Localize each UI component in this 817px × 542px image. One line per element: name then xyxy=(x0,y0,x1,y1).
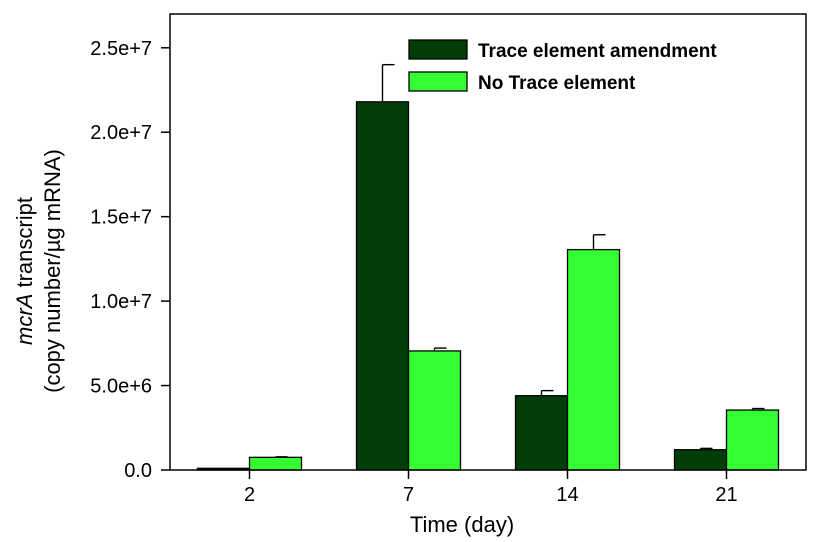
legend-label: No Trace element xyxy=(478,73,636,94)
bar xyxy=(355,101,410,471)
y-axis-title-line2: (copy number/µg mRNA) xyxy=(40,149,65,393)
legend: Trace element amendment No Trace element xyxy=(408,39,717,94)
bar xyxy=(566,248,621,471)
y-axis-title-italic: mcrA xyxy=(12,294,37,345)
legend-swatch xyxy=(408,39,468,60)
x-tick-label: 14 xyxy=(556,484,578,506)
plot-frame xyxy=(169,13,807,471)
x-tick-label: 2 xyxy=(244,484,255,506)
x-axis-title: Time (day) xyxy=(410,512,514,537)
x-tick-label: 21 xyxy=(715,484,737,506)
bar xyxy=(725,409,780,471)
y-axis-title-line1: mcrA transcript xyxy=(12,197,37,345)
bars-group xyxy=(196,101,780,471)
bar xyxy=(248,456,303,471)
y-tick-label: 0.0 xyxy=(124,460,152,482)
y-tick-label: 2.0e+7 xyxy=(90,122,152,144)
bar xyxy=(514,395,569,471)
legend-label: Trace element amendment xyxy=(478,41,717,62)
y-axis-title: mcrA transcript (copy number/µg mRNA) xyxy=(12,149,65,393)
y-axis: 0.0 5.0e+6 1.0e+7 1.5e+7 2.0e+7 2.5e+7 xyxy=(90,38,170,482)
legend-swatch xyxy=(408,71,468,92)
bar xyxy=(673,449,728,471)
y-tick-label: 2.5e+7 xyxy=(90,38,152,60)
x-axis: 2 7 14 21 xyxy=(244,470,738,506)
y-tick-label: 1.5e+7 xyxy=(90,207,152,229)
x-tick-label: 7 xyxy=(403,484,414,506)
y-tick-label: 5.0e+6 xyxy=(90,376,152,398)
error-bars-group xyxy=(274,63,765,458)
bar xyxy=(407,350,462,471)
y-tick-label: 1.0e+7 xyxy=(90,291,152,313)
y-axis-title-rest: transcript xyxy=(12,197,37,294)
